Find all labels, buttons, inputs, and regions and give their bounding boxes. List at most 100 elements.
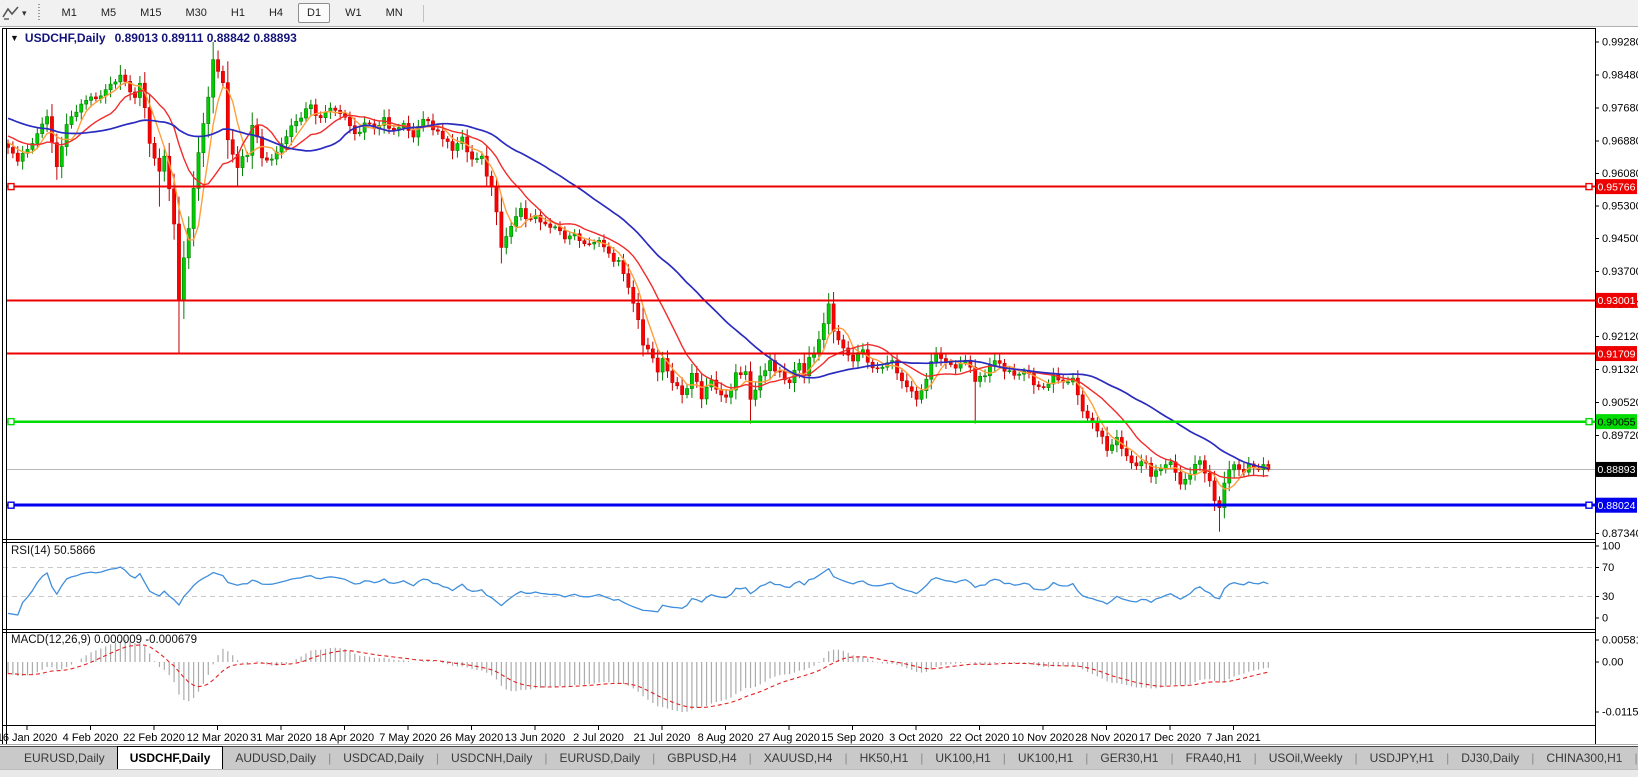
candle-body bbox=[221, 71, 225, 84]
tab-xauusd-h4[interactable]: XAUUSD,H4 bbox=[763, 751, 833, 765]
candle-body bbox=[636, 302, 641, 320]
tab-dj30-daily[interactable]: DJ30,Daily bbox=[1461, 751, 1520, 765]
candle-body bbox=[1198, 460, 1202, 465]
candle-body bbox=[592, 242, 597, 245]
candle-body bbox=[1149, 462, 1153, 477]
date-axis-label: 13 Jun 2020 bbox=[505, 732, 566, 744]
collapse-triangle-icon[interactable]: ▼ bbox=[10, 33, 19, 43]
candle-body bbox=[411, 130, 416, 138]
candle-body bbox=[1134, 462, 1139, 467]
candle-body bbox=[509, 226, 514, 237]
tab-usoil-weekly[interactable]: USOil,Weekly bbox=[1268, 751, 1343, 765]
rsi-axis-label: 0 bbox=[1602, 613, 1608, 625]
price-axis-label: 0.96880 bbox=[1602, 135, 1638, 147]
candle-body bbox=[1202, 460, 1207, 474]
candle-body bbox=[680, 385, 685, 395]
price-axis-label: 0.92120 bbox=[1602, 331, 1638, 343]
tab-ger30-h1[interactable]: GER30,H1 bbox=[1100, 751, 1159, 765]
candle-body bbox=[1012, 370, 1017, 376]
horizontal-trade-levels[interactable] bbox=[7, 182, 1595, 509]
tab-uk100-h1[interactable]: UK100,H1 bbox=[935, 751, 991, 765]
candle-body bbox=[729, 389, 733, 398]
tab-separator: | bbox=[1354, 751, 1358, 765]
timeframe-button-m30[interactable]: M30 bbox=[185, 7, 207, 19]
date-axis: 16 Jan 2020 4 Feb 2020 22 Feb 2020 12 Mar 2… bbox=[0, 726, 1261, 744]
timeframe-buttons: M1 M5 M15 M30 H1 H4 D1 W1 MN bbox=[50, 3, 415, 23]
tab-audusd-daily[interactable]: AUDUSD,Daily bbox=[235, 751, 317, 765]
price-axis-label: 0.89720 bbox=[1602, 430, 1638, 442]
candle-body bbox=[1222, 482, 1227, 508]
date-axis-label: 10 Nov 2020 bbox=[1012, 732, 1074, 744]
hline-left-handle[interactable] bbox=[7, 417, 15, 426]
hline-left-handle[interactable] bbox=[7, 501, 15, 509]
tab-hk50-h1[interactable]: HK50,H1 bbox=[859, 751, 909, 765]
timeframe-button-h1[interactable]: H1 bbox=[230, 7, 245, 19]
date-axis-label: 28 Nov 2020 bbox=[1075, 732, 1137, 744]
candle-body bbox=[846, 347, 851, 356]
candle-body bbox=[279, 143, 284, 153]
macd-panel-content bbox=[7, 640, 1269, 712]
tab-separator: | bbox=[1446, 751, 1450, 765]
candle-body bbox=[909, 386, 914, 392]
timeframe-button-h4[interactable]: H4 bbox=[268, 7, 284, 19]
tab-separator: | bbox=[328, 751, 332, 765]
candle-body bbox=[94, 96, 98, 100]
price-badge-label: 0.93001 bbox=[1598, 295, 1636, 307]
timeframe-button-m15[interactable]: M15 bbox=[140, 7, 162, 19]
timeframe-button-w1[interactable]: W1 bbox=[345, 7, 362, 19]
candle-body bbox=[983, 375, 987, 378]
chart-tabs: EURUSD,Daily USDCHF,Daily AUDUSD,Daily | USD… bbox=[12, 746, 1638, 769]
tab-usdcad-daily[interactable]: USDCAD,Daily bbox=[343, 751, 424, 765]
tab-gbpusd-h4[interactable]: GBPUSD,H4 bbox=[667, 751, 737, 765]
tab-separator: | bbox=[1085, 751, 1089, 765]
tab-usdchf-daily[interactable]: USDCHF,Daily bbox=[116, 746, 224, 769]
candle-body bbox=[108, 83, 113, 91]
candle-body bbox=[10, 147, 15, 154]
tab-china300-h1[interactable]: CHINA300,H1 bbox=[1546, 751, 1623, 765]
hline-right-handle[interactable] bbox=[1585, 417, 1593, 426]
candle-body bbox=[69, 116, 74, 125]
candle-body bbox=[15, 152, 20, 162]
tab-eurusd-daily[interactable]: EURUSD,Daily bbox=[24, 751, 105, 765]
hline-right-handle[interactable] bbox=[1585, 182, 1593, 191]
candle-body bbox=[113, 81, 118, 85]
candle-body bbox=[1207, 472, 1212, 482]
timeframe-button-mn[interactable]: MN bbox=[385, 7, 403, 19]
candle-body bbox=[133, 91, 137, 98]
tab-eurusd-daily[interactable]: EURUSD,Daily bbox=[559, 751, 641, 765]
date-axis-label: 22 Feb 2020 bbox=[123, 732, 185, 744]
toolbar-grip-handle[interactable] bbox=[36, 4, 42, 22]
candle-body bbox=[1046, 383, 1051, 388]
line-studies-icon[interactable] bbox=[2, 4, 20, 22]
candle-body bbox=[1227, 469, 1232, 484]
price-badge-label: 0.95766 bbox=[1598, 181, 1636, 193]
candle-body bbox=[318, 115, 323, 119]
candle-body bbox=[59, 146, 64, 167]
hline-left-handle[interactable] bbox=[7, 182, 15, 191]
dropdown-caret-icon[interactable]: ▾ bbox=[22, 7, 27, 18]
tab-usdjpy-h1[interactable]: USDJPY,H1 bbox=[1369, 751, 1435, 765]
timeframe-button-m1[interactable]: M1 bbox=[61, 7, 77, 19]
candle-body bbox=[641, 319, 645, 346]
candle-body bbox=[206, 96, 211, 124]
candle-body bbox=[1036, 384, 1041, 387]
timeframe-button-m5[interactable]: M5 bbox=[100, 7, 117, 19]
tab-fra40-h1[interactable]: FRA40,H1 bbox=[1185, 751, 1242, 765]
hline-right-handle[interactable] bbox=[1585, 501, 1593, 509]
candle-body bbox=[675, 382, 680, 387]
macd-axis-label: 0.005818 bbox=[1602, 635, 1638, 647]
candle-body bbox=[152, 143, 157, 159]
tab-uk100-h1[interactable]: UK100,H1 bbox=[1017, 751, 1074, 765]
candle-body bbox=[269, 158, 274, 161]
candle-body bbox=[694, 373, 699, 382]
candle-body bbox=[304, 108, 308, 119]
tab-usdcnh-daily[interactable]: USDCNH,Daily bbox=[451, 751, 533, 765]
candle-body bbox=[1105, 436, 1110, 451]
candle-body bbox=[1178, 472, 1183, 485]
moving-average-medium bbox=[7, 90, 1269, 479]
tab-separator: | bbox=[844, 751, 848, 765]
candle-body bbox=[807, 357, 812, 376]
candle-body bbox=[953, 364, 958, 369]
moving-average-slow bbox=[7, 117, 1269, 470]
timeframe-button-d1[interactable]: D1 bbox=[298, 3, 331, 23]
